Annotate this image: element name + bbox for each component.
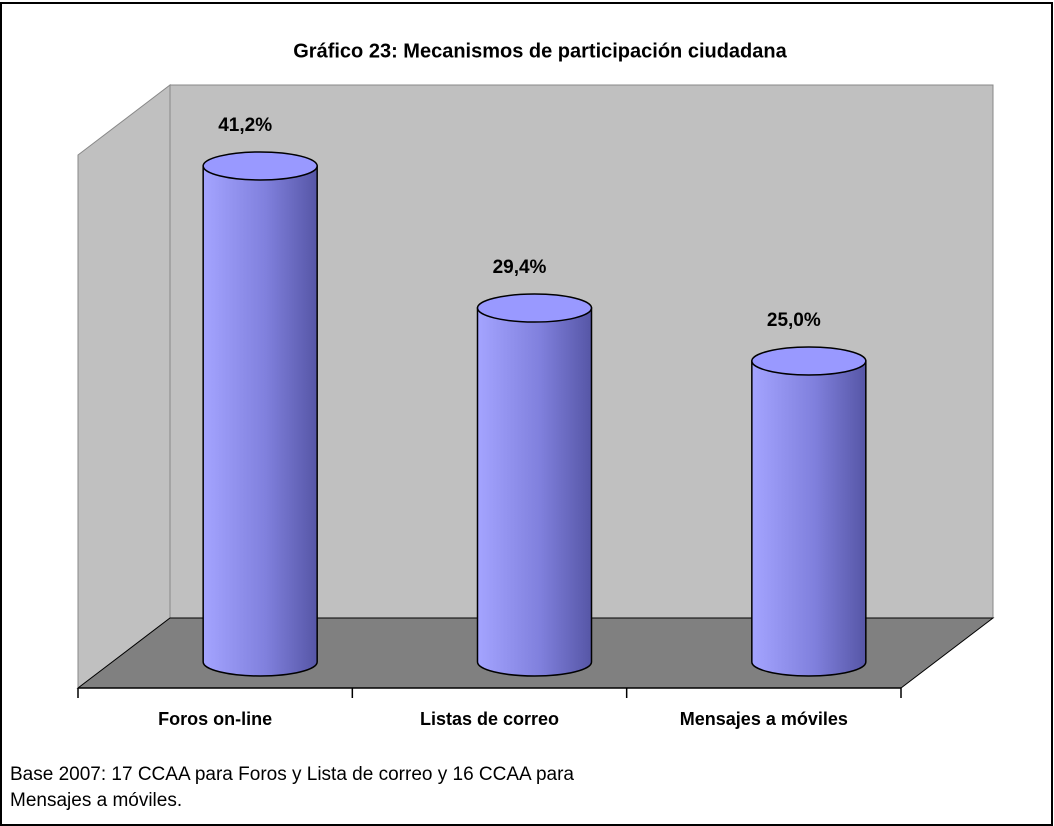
bar-cap — [751, 346, 867, 376]
bar-cap — [202, 151, 318, 181]
x-tick-label: Mensajes a móviles — [680, 709, 848, 729]
data-label: 25,0% — [767, 310, 821, 331]
bar-cap — [476, 293, 593, 323]
chart-title: Gráfico 23: Mecanismos de participación … — [293, 40, 787, 62]
side-wall — [77, 83, 171, 690]
bar — [751, 360, 867, 677]
bar — [202, 165, 318, 677]
bar — [476, 307, 593, 677]
x-tick-label: Listas de correo — [420, 709, 559, 729]
data-label: 29,4% — [493, 257, 547, 278]
x-tick-label: Foros on-line — [158, 709, 272, 729]
data-label: 41,2% — [218, 115, 272, 136]
footnote: Base 2007: 17 CCAA para Foros y Lista de… — [10, 764, 574, 785]
footnote: Mensajes a móviles. — [10, 790, 182, 811]
